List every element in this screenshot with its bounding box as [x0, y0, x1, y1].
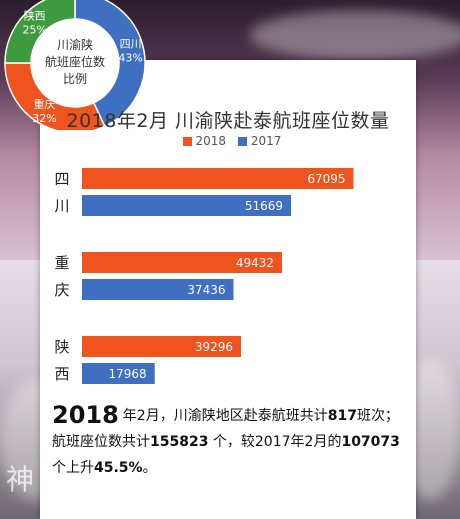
cloud-decoration [250, 10, 460, 60]
donut-center-label: 航班座位数 [45, 54, 105, 69]
bar-value-label: 51669 [245, 199, 283, 213]
summary-part: 航班座位数共计 [52, 434, 150, 450]
donut-slice-label: 重庆 [33, 97, 55, 111]
summary-seats: 155823 [150, 434, 209, 450]
donut-slice-percent: 32% [32, 112, 56, 125]
bar [82, 336, 242, 357]
donut-slice-percent: 25% [22, 24, 46, 37]
category-label: 西 [54, 365, 69, 383]
category-label: 陕 [54, 338, 69, 356]
summary-part: 个上升 [52, 460, 94, 476]
category-label: 重 [54, 254, 69, 272]
watermark-text: 神 [6, 463, 35, 496]
legend-swatch-2018 [182, 137, 192, 146]
legend-label-2017: 2017 [250, 134, 282, 148]
category-label: 四 [54, 170, 69, 188]
bar [82, 363, 155, 384]
summary-part: 个，较2017年2月的 [208, 434, 342, 450]
summary-part: 。 [142, 460, 157, 476]
summary-text: 2018 年2月，川渝陕地区赴泰航班共计817班次； 航班座位数共计155823 … [52, 402, 412, 481]
category-label: 庆 [54, 281, 69, 299]
bar [82, 252, 283, 273]
donut-center-label: 川渝陕 [57, 37, 93, 52]
chart-legend: 2018 2017 [40, 134, 416, 148]
donut-chart: 四川 43% 重庆 32% 陕西 25% 川渝陕航班座位数比例 [0, 0, 150, 134]
bar [82, 195, 292, 216]
bar-value-label: 39296 [195, 340, 233, 354]
bar-value-label: 67095 [307, 172, 345, 186]
chart-title: 2018年2月 川渝陕赴泰航班座位数量 [66, 110, 390, 132]
donut-center [31, 19, 119, 107]
bar-value-label: 37436 [187, 283, 225, 297]
summary-growth: 45.5% [94, 460, 143, 476]
bar [82, 279, 234, 300]
category-label: 川 [54, 197, 69, 215]
summary-flights: 817 [327, 408, 357, 424]
bar [82, 168, 354, 189]
bar-value-label: 17968 [109, 367, 147, 381]
legend-label-2018: 2018 [195, 134, 227, 148]
donut-slice-percent: 43% [118, 52, 142, 65]
donut-slice-label: 四川 [120, 38, 142, 51]
donut-slice-label: 陕西 [24, 9, 46, 23]
legend-swatch-2017 [237, 137, 247, 146]
donut-center-label: 比例 [63, 72, 87, 86]
bar-value-label: 49432 [236, 256, 274, 270]
summary-part: 年2月，川渝陕地区赴泰航班共计 [122, 408, 328, 424]
summary-year: 2018 [52, 401, 119, 429]
summary-part: 班次； [356, 408, 399, 424]
summary-seats-prev: 107073 [341, 434, 400, 450]
bar-chart: 四川 67095 51669 重庆 49432 37436 陕西 39296 17968 [54, 168, 354, 384]
